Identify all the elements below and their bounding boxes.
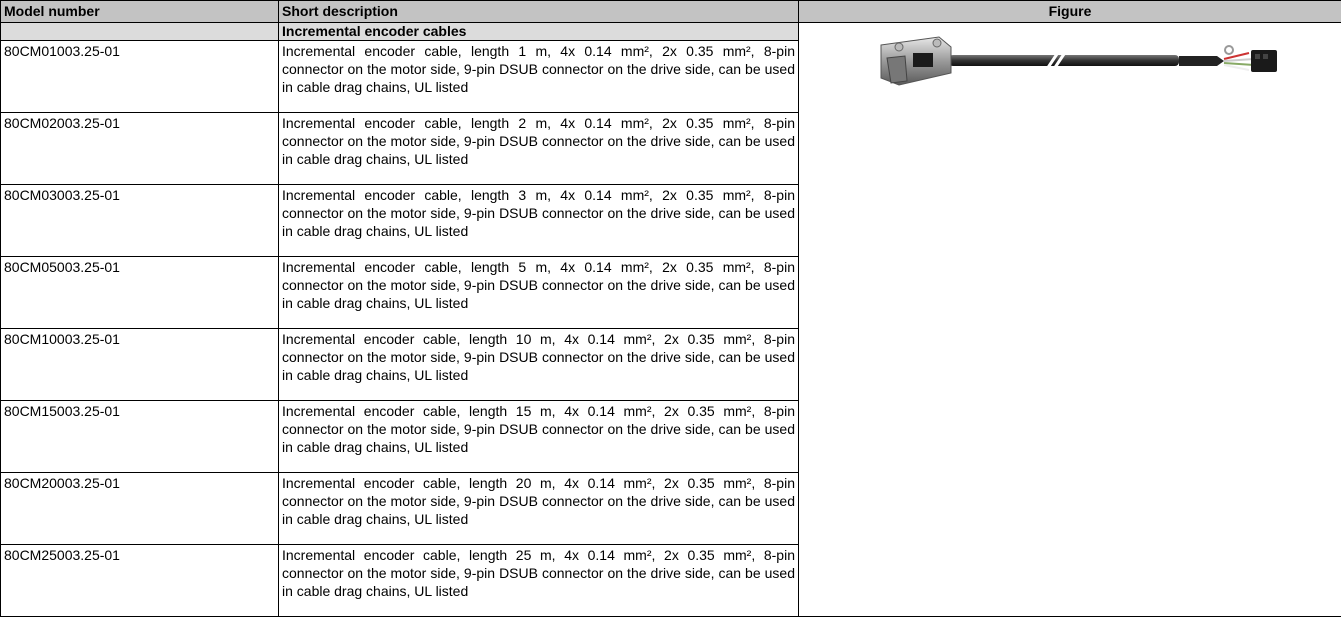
model-number: 80CM05003.25-01 [0, 256, 279, 329]
section-row: Incremental encoder cables [0, 22, 1341, 617]
cable-figure [880, 36, 1277, 86]
model-number: 80CM03003.25-01 [0, 184, 279, 257]
model-number: 80CM10003.25-01 [0, 328, 279, 401]
model-number: 80CM15003.25-01 [0, 400, 279, 473]
description: Incremental encoder cable, length 1 m, 4… [278, 40, 799, 113]
model-number: 80CM20003.25-01 [0, 472, 279, 545]
section-cell [0, 22, 279, 41]
model-number: 80CM02003.25-01 [0, 112, 279, 185]
header-cell: Figure [798, 0, 1341, 23]
header-cell: Short description [278, 0, 799, 23]
description: Incremental encoder cable, length 2 m, 4… [278, 112, 799, 185]
product-row: 80CM03003.25-01 Incremental encoder cable… [0, 184, 1341, 257]
product-row: 80CM01003.25-01 Incremental encoder cable… [0, 40, 1341, 113]
description: Incremental encoder cable, length 15 m, … [278, 400, 799, 473]
header-cell: Model number [0, 0, 279, 23]
product-row: 80CM20003.25-01 Incremental encoder cable… [0, 472, 1341, 545]
model-number: 80CM01003.25-01 [0, 40, 279, 113]
description: Incremental encoder cable, length 10 m, … [278, 328, 799, 401]
section-title: Incremental encoder cables [278, 22, 799, 41]
model-number: 80CM25003.25-01 [0, 544, 279, 617]
description: Incremental encoder cable, length 5 m, 4… [278, 256, 799, 329]
product-row: 80CM02003.25-01 Incremental encoder cable… [0, 112, 1341, 185]
product-row: 80CM10003.25-01 Incremental encoder cable… [0, 328, 1341, 401]
description: Incremental encoder cable, length 3 m, 4… [278, 184, 799, 257]
header-row: Model number Short description Figure [0, 0, 1341, 23]
description: Incremental encoder cable, length 20 m, … [278, 472, 799, 545]
product-row: 80CM05003.25-01 Incremental encoder cable… [0, 256, 1341, 329]
product-row: 80CM15003.25-01 Incremental encoder cable… [0, 400, 1341, 473]
product-row: 80CM25003.25-01 Incremental encoder cable… [0, 544, 1341, 617]
description: Incremental encoder cable, length 25 m, … [278, 544, 799, 617]
figure-cell [798, 22, 1341, 617]
